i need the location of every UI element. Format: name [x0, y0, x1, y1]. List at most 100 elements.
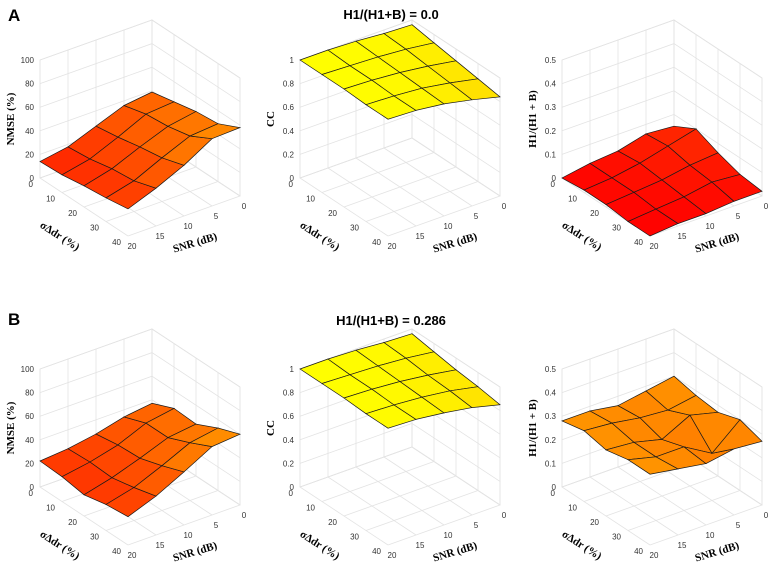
y-axis-label: σΔdr (%): [38, 528, 82, 563]
y-tick-label: 20: [68, 209, 77, 218]
y-floor-gridline: [343, 475, 457, 517]
y-tick-label: 20: [590, 209, 599, 218]
y-floor-gridline: [387, 195, 501, 237]
x-tick-label: 20: [128, 242, 137, 251]
surface-patch: [449, 386, 501, 408]
y-tick-label: 0: [29, 180, 34, 189]
y-tick-label: 20: [68, 518, 77, 527]
x-tick-label: 10: [444, 222, 453, 231]
x-tick-label: 10: [184, 531, 193, 540]
z-tick-label: 20: [25, 459, 34, 468]
y-floor-gridline: [321, 461, 435, 502]
x-axis-label: SNR (dB): [172, 231, 219, 256]
x-tick-label: 10: [706, 222, 715, 231]
z-tick-label: 0.4: [545, 389, 557, 398]
z-tick-label: 0.6: [283, 412, 295, 421]
z-tick-label: 20: [25, 150, 34, 159]
y-floor-gridline: [299, 137, 413, 179]
z-tick-label: 0.4: [283, 127, 295, 136]
x-tick-label: 20: [650, 242, 659, 251]
z-tick-label: 80: [25, 389, 34, 398]
z-tick-label: 0.5: [545, 365, 557, 374]
chart-b-right: 0 0.1 0.2 0.3 0.4 0.5 0 5 10 15 20 0 10 20 30 40 H1/(H1 …: [527, 328, 769, 565]
x-tick-label: 15: [416, 232, 425, 241]
x-axis-label: SNR (dB): [432, 540, 479, 565]
x-tick-label: 20: [128, 551, 137, 560]
y-tick-label: 10: [568, 504, 577, 513]
z-tick-label: 0.4: [545, 80, 557, 89]
z-tick-label: 0.1: [545, 150, 557, 159]
x-tick-label: 5: [214, 521, 219, 530]
y-tick-label: 0: [551, 180, 556, 189]
z-tick-label: 0.3: [545, 412, 557, 421]
x-tick-label: 0: [242, 511, 247, 520]
z-tick-label: 40: [25, 436, 34, 445]
y-floor-gridline: [649, 504, 763, 546]
y-floor-gridline: [127, 195, 241, 237]
x-tick-label: 5: [736, 521, 741, 530]
x-tick-label: 0: [764, 511, 769, 520]
y-tick-label: 40: [372, 547, 381, 556]
panel-letter-b: B: [8, 310, 21, 329]
y-tick-label: 40: [372, 238, 381, 247]
z-tick-label: 0.1: [545, 459, 557, 468]
surface-patch: [188, 123, 242, 140]
y-tick-label: 40: [634, 238, 643, 247]
y-axis-label: σΔdr (%): [560, 219, 604, 254]
x-axis-label: SNR (dB): [172, 540, 219, 565]
z-tick-label: 1: [290, 365, 295, 374]
y-axis-label: σΔdr (%): [560, 528, 604, 563]
x-tick-label: 10: [444, 531, 453, 540]
y-floor-gridline: [365, 490, 479, 531]
y-floor-gridline: [321, 152, 435, 193]
chart-b-left: 0 20 40 60 80 100 0 5 10 15 20 0 10 20 30 40 NMSE (%) SNR…: [5, 328, 247, 565]
surface-patch: [449, 78, 501, 101]
x-axis-label: SNR (dB): [694, 540, 741, 565]
y-tick-label: 40: [112, 238, 121, 247]
x-axis-label: SNR (dB): [432, 231, 479, 256]
z-tick-label: 0.8: [283, 389, 295, 398]
z-tick-label: 0.2: [283, 459, 295, 468]
z-tick-label: 0: [290, 483, 295, 492]
z-tick-label: 0: [552, 483, 557, 492]
z-tick-label: 60: [25, 412, 34, 421]
x-tick-label: 5: [474, 212, 479, 221]
z-axis-label: H1/(H1 + B): [527, 399, 539, 457]
y-floor-gridline: [127, 504, 241, 546]
y-tick-label: 30: [350, 533, 359, 542]
y-axis-label: σΔdr (%): [298, 528, 342, 563]
surface-patch: [188, 427, 242, 447]
z-tick-label: 0.4: [283, 436, 295, 445]
x-tick-label: 20: [388, 242, 397, 251]
x-tick-label: 15: [678, 541, 687, 550]
z-tick-label: 0: [552, 174, 557, 183]
y-axis-label: σΔdr (%): [38, 219, 82, 254]
y-tick-label: 20: [328, 518, 337, 527]
z-tick-label: 0.2: [283, 150, 295, 159]
y-floor-gridline: [105, 181, 219, 222]
x-tick-label: 0: [764, 202, 769, 211]
y-tick-label: 30: [612, 533, 621, 542]
x-tick-label: 5: [214, 212, 219, 221]
y-tick-label: 10: [306, 504, 315, 513]
y-floor-gridline: [387, 504, 501, 546]
z-tick-label: 0.5: [545, 56, 557, 65]
y-tick-label: 10: [568, 195, 577, 204]
row-title-b: H1/(H1+B) = 0.286: [336, 313, 446, 328]
z-tick-label: 0.2: [545, 436, 557, 445]
z-tick-label: 100: [21, 56, 35, 65]
z-tick-label: 0: [30, 483, 35, 492]
row-title-a: H1/(H1+B) = 0.0: [343, 7, 439, 22]
y-tick-label: 0: [29, 489, 34, 498]
y-tick-label: 30: [350, 224, 359, 233]
z-tick-label: 80: [25, 80, 34, 89]
y-tick-label: 30: [612, 224, 621, 233]
y-tick-label: 10: [46, 504, 55, 513]
z-tick-label: 40: [25, 127, 34, 136]
y-floor-gridline: [105, 490, 219, 531]
y-tick-label: 30: [90, 533, 99, 542]
z-axis-label: NMSE (%): [5, 92, 17, 145]
